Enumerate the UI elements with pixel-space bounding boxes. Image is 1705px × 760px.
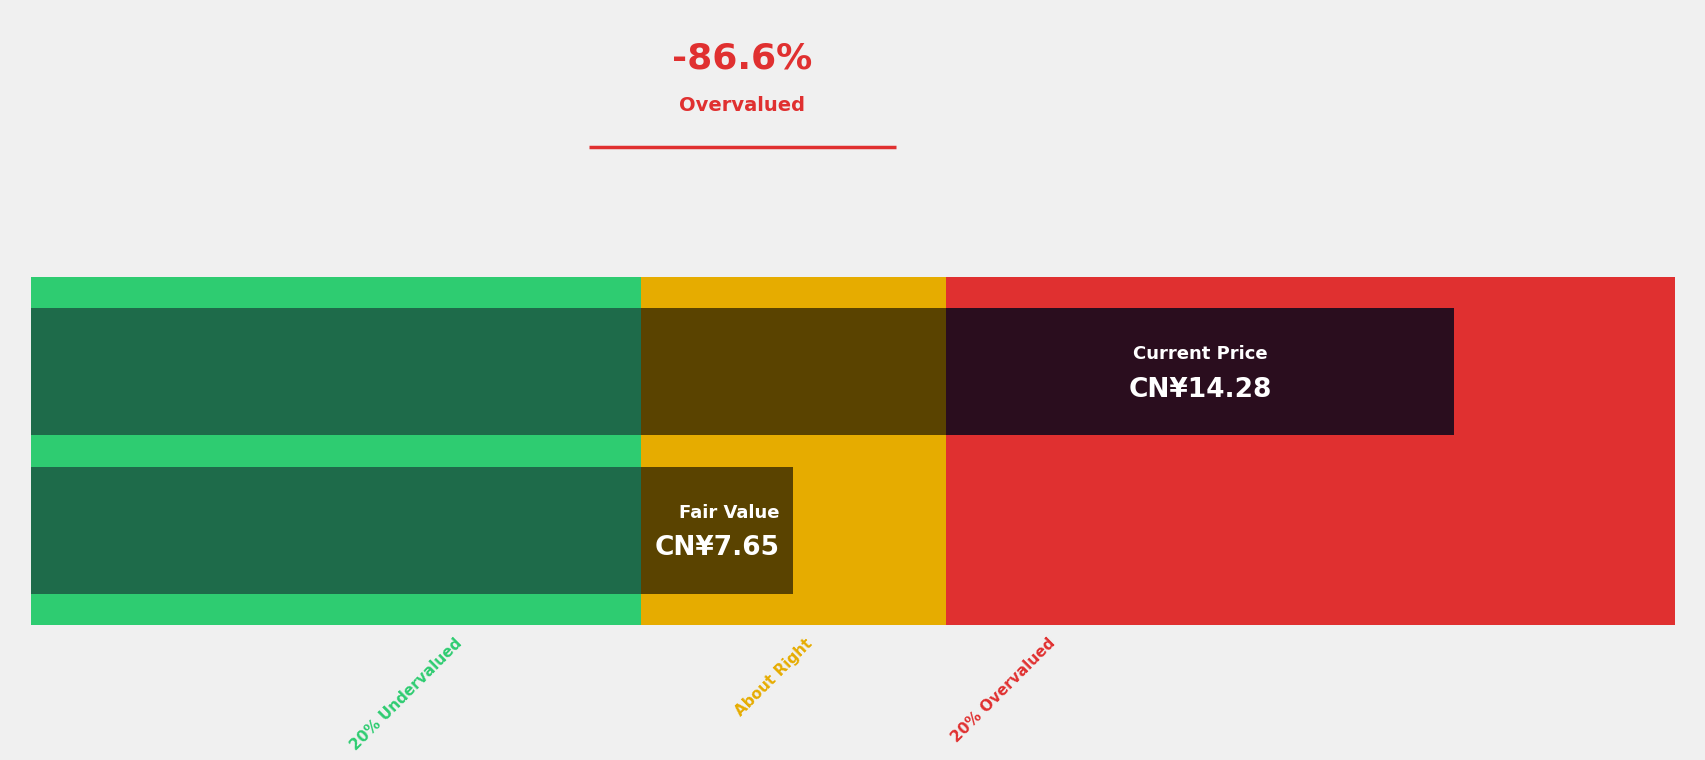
Text: About Right: About Right: [731, 635, 815, 718]
Bar: [945, 277, 1674, 625]
Bar: [641, 467, 793, 594]
Bar: [641, 309, 945, 435]
Text: Fair Value: Fair Value: [679, 504, 779, 521]
Text: Overvalued: Overvalued: [679, 97, 805, 116]
Bar: [945, 309, 1453, 435]
Text: Current Price: Current Price: [1132, 345, 1267, 363]
Text: 20% Undervalued: 20% Undervalued: [348, 635, 465, 753]
Bar: [641, 277, 945, 625]
Bar: [31, 467, 641, 594]
Text: CN¥14.28: CN¥14.28: [1127, 376, 1270, 403]
Text: CN¥7.65: CN¥7.65: [655, 535, 779, 561]
Text: -86.6%: -86.6%: [672, 41, 812, 75]
Bar: [31, 277, 641, 625]
Text: 20% Overvalued: 20% Overvalued: [948, 635, 1059, 746]
Bar: [31, 309, 641, 435]
